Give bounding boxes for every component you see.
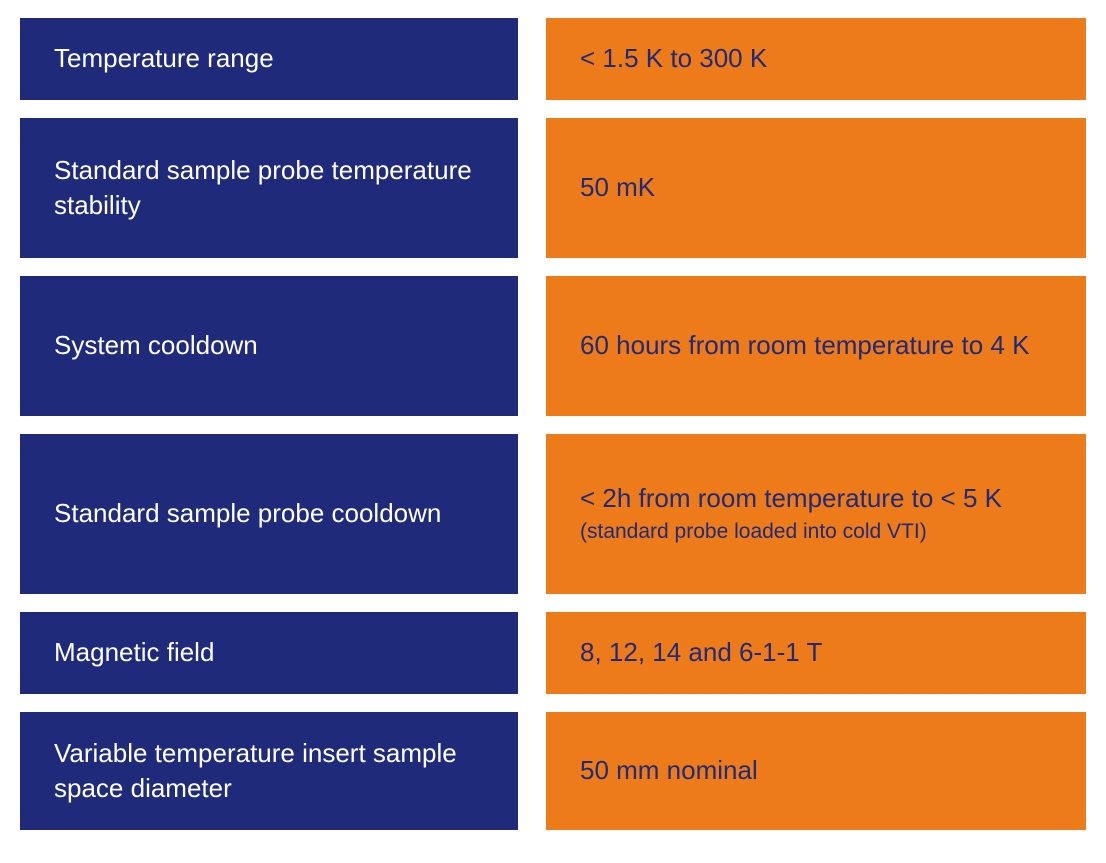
spec-label-text: System cooldown [54, 328, 488, 363]
table-row: System cooldown 60 hours from room tempe… [20, 276, 1086, 416]
spec-label: System cooldown [20, 276, 518, 416]
spec-label: Standard sample probe cooldown [20, 434, 518, 594]
spec-value-text: 50 mK [580, 170, 1056, 205]
table-row: Standard sample probe cooldown < 2h from… [20, 434, 1086, 594]
spec-value-subtext: (standard probe loaded into cold VTI) [580, 518, 1056, 546]
spec-label: Variable temperature insert sample space… [20, 712, 518, 830]
spec-value: < 2h from room temperature to < 5 K (sta… [546, 434, 1086, 594]
spec-table: Temperature range < 1.5 K to 300 K Stand… [0, 0, 1106, 848]
spec-label-text: Variable temperature insert sample space… [54, 736, 488, 806]
spec-label: Temperature range [20, 18, 518, 100]
spec-label-text: Magnetic field [54, 635, 488, 670]
spec-value: 50 mm nominal [546, 712, 1086, 830]
spec-value: 8, 12, 14 and 6-1-1 T [546, 612, 1086, 694]
table-row: Temperature range < 1.5 K to 300 K [20, 18, 1086, 100]
spec-value-text: 50 mm nominal [580, 753, 1056, 788]
spec-value: 50 mK [546, 118, 1086, 258]
spec-label-text: Temperature range [54, 41, 488, 76]
table-row: Standard sample probe temperature stabil… [20, 118, 1086, 258]
spec-value: 60 hours from room temperature to 4 K [546, 276, 1086, 416]
spec-value-text: < 1.5 K to 300 K [580, 41, 1056, 76]
table-row: Variable temperature insert sample space… [20, 712, 1086, 830]
spec-label: Magnetic field [20, 612, 518, 694]
spec-label: Standard sample probe temperature stabil… [20, 118, 518, 258]
spec-label-text: Standard sample probe cooldown [54, 496, 488, 531]
spec-value-text: 8, 12, 14 and 6-1-1 T [580, 635, 1056, 670]
spec-value-text: < 2h from room temperature to < 5 K [580, 481, 1056, 516]
spec-value: < 1.5 K to 300 K [546, 18, 1086, 100]
spec-label-text: Standard sample probe temperature stabil… [54, 153, 488, 223]
table-row: Magnetic field 8, 12, 14 and 6-1-1 T [20, 612, 1086, 694]
spec-value-text: 60 hours from room temperature to 4 K [580, 328, 1056, 363]
